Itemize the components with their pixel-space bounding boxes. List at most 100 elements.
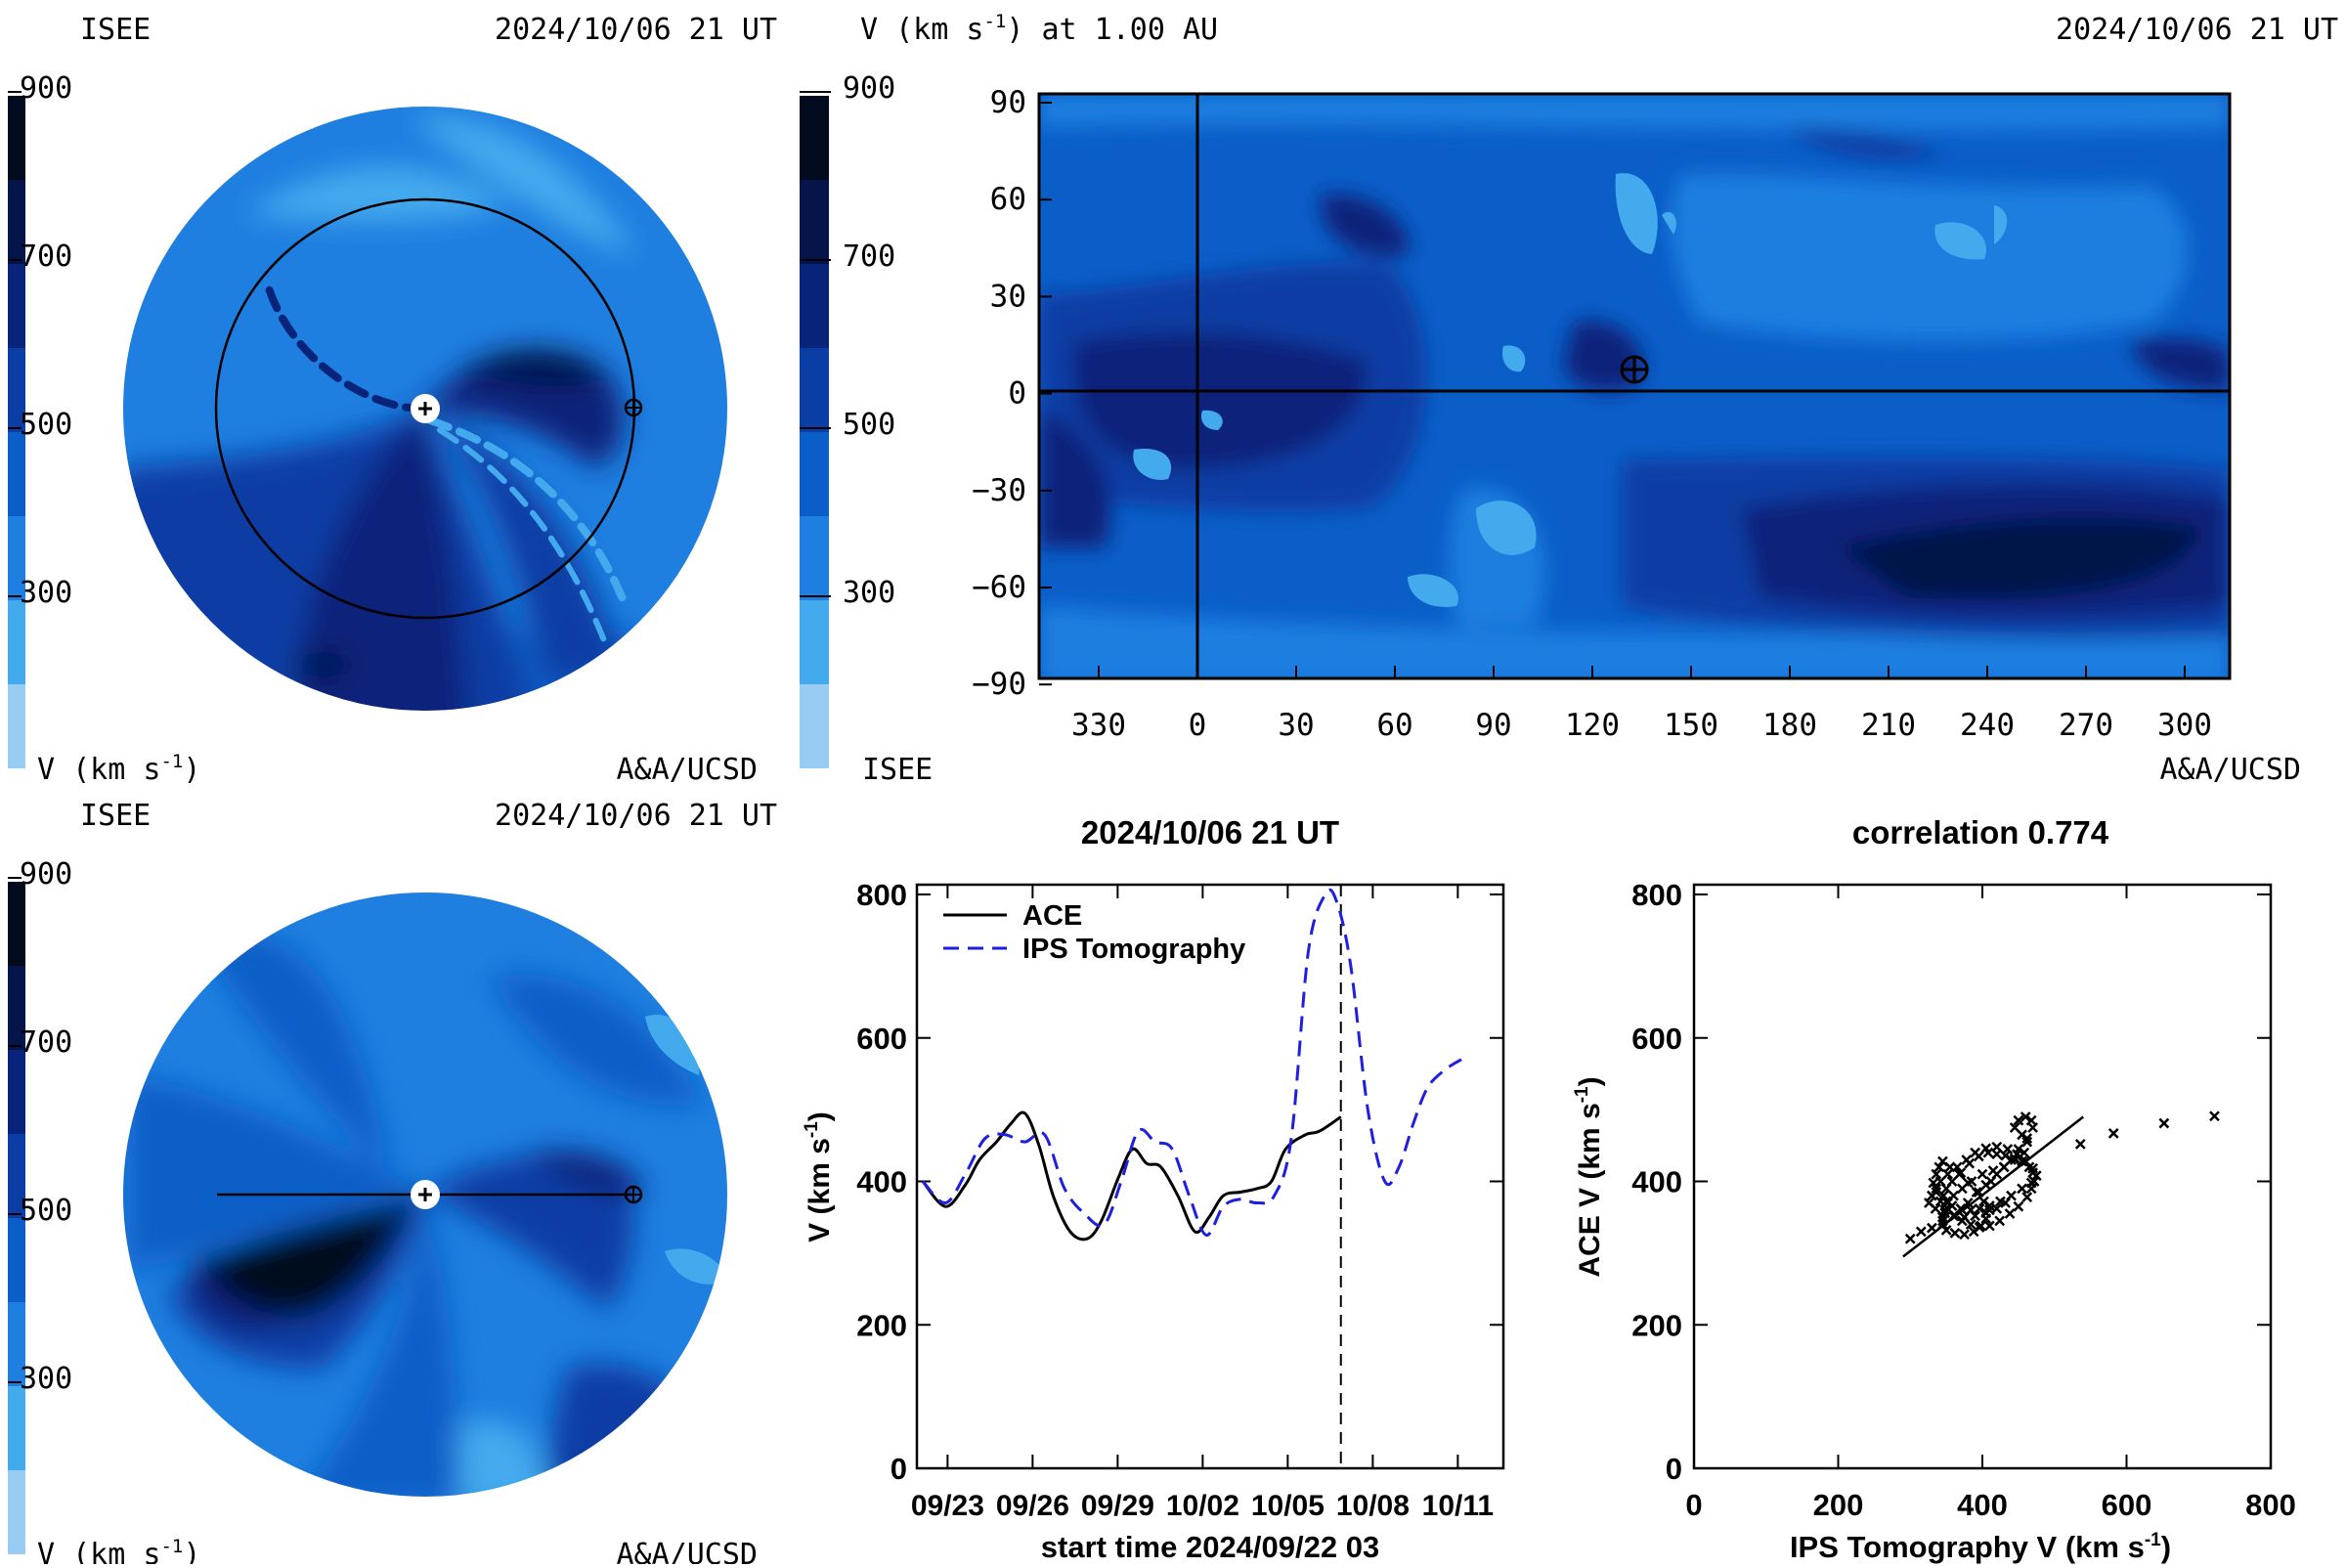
colorbar-band (8, 1386, 25, 1470)
timeseries-x-tick-label: 10/05 (1251, 1490, 1325, 1522)
scatter-x-tick-label: 0 (1685, 1488, 1702, 1522)
colorbar-band (800, 600, 829, 684)
timeseries-y-tick-label: 800 (856, 878, 907, 912)
colorbar-top-left-label-500: 500 (20, 408, 72, 442)
scatter-point (2020, 1111, 2031, 1122)
colorbar-top-left-label-300: 300 (20, 576, 72, 610)
colorbar-band (8, 432, 25, 516)
map-x-tick-label: 270 (2059, 708, 2113, 743)
scatter-x-tick-label: 200 (1813, 1488, 1864, 1522)
map-plot-frame (1037, 92, 2232, 680)
scatter-point (1951, 1161, 1963, 1173)
scatter-point (1937, 1155, 1948, 1167)
map-x-tick-label: 0 (1189, 708, 1207, 743)
colorbar-band (800, 180, 829, 264)
colorbar-top-left-label-900: 900 (20, 71, 72, 106)
scatter-point (1930, 1202, 1941, 1214)
scatter-x-tick-label: 400 (1957, 1488, 2008, 1522)
colorbar-top-left-title: ISEE (80, 13, 151, 47)
colorbar-top-mid: V (km s-1) at 1.00 AU 900 700 500 300 IS… (800, 11, 1218, 787)
scatter-point (2013, 1114, 2024, 1126)
scatter-point (2017, 1155, 2027, 1167)
scatter-point (1931, 1168, 1942, 1180)
ecliptic-timestamp: 2024/10/06 21 UT (495, 13, 777, 47)
scatter-point (1949, 1227, 1961, 1239)
scatter-point (1931, 1183, 1942, 1195)
scatter-point (1998, 1161, 2010, 1173)
scatter-frame (1692, 883, 2273, 1470)
colorbar-band (8, 1134, 25, 1218)
scatter-point (1933, 1161, 1945, 1173)
colorbar-band (8, 1218, 25, 1302)
latlon-map: 330 0 30 60 90 120 150 180 210 240 270 3009060300−3… (972, 85, 2232, 743)
scatter-y-tick-label: 800 (1631, 878, 1682, 912)
timeseries-x-tick-label: 10/11 (1422, 1490, 1494, 1522)
scatter-point (1939, 1207, 1951, 1219)
scatter-point (1971, 1187, 1982, 1198)
scatter-point (2021, 1192, 2033, 1203)
map-x-tick-label: 60 (1376, 708, 1412, 743)
scatter-point (1974, 1202, 1985, 1214)
colorbar-top-mid-label-700: 700 (843, 240, 895, 274)
scatter-xlabel: IPS Tomography V (km s-1) (1790, 1530, 2171, 1564)
meridional-sun-marker (411, 1180, 440, 1209)
scatter-title: correlation 0.774 (1852, 814, 2109, 850)
map-x-tick-label: 90 (1475, 708, 1511, 743)
scatter-point (2004, 1208, 2016, 1219)
colorbar-band (8, 1470, 25, 1554)
scatter-point (1937, 1215, 1948, 1227)
scatter-point (1980, 1143, 1992, 1154)
scatter-point (1977, 1168, 1988, 1180)
colorbar-band (8, 684, 25, 768)
colorbar-top-mid-label-900: 900 (843, 71, 895, 106)
regression-line (1902, 1115, 2085, 1258)
scatter-point (1949, 1210, 1961, 1222)
colorbar-top-left: ISEE 900 700 500 300 V (km s-1) (8, 13, 200, 787)
colorbar-band (800, 516, 829, 600)
colorbar-bottom-left-label-300: 300 (20, 1362, 72, 1396)
timeseries-ylabel: V (km s-1) (802, 1111, 836, 1242)
scatter-point (1926, 1222, 1937, 1234)
colorbar-top-mid-source: ISEE (862, 753, 933, 787)
scatter-point (1940, 1225, 1952, 1236)
timeseries-x-tick-label: 10/02 (1166, 1490, 1239, 1522)
colorbar-bottom-left-title: ISEE (80, 799, 151, 833)
scatter-y-tick-label: 0 (1666, 1452, 1682, 1486)
scatter-point (1959, 1229, 1970, 1241)
timeseries-y-tick-label: 0 (891, 1452, 907, 1486)
meridional-earth-marker (624, 1185, 643, 1204)
ecliptic-view-outline (121, 105, 729, 713)
colorbar-band (8, 264, 25, 348)
scatter-point (1915, 1226, 1927, 1238)
scatter-ylabel: ACE V (km s-1) (1572, 1076, 1606, 1277)
scatter-point (1962, 1177, 1974, 1189)
map-x-tick-label: 300 (2157, 708, 2212, 743)
timeseries-x-tick-label: 10/08 (1336, 1490, 1410, 1522)
map-credit: A&A/UCSD (2160, 753, 2302, 787)
scatter-y-tick-label: 400 (1631, 1165, 1682, 1199)
colorbar-bottom-left-unit: V (km s-1) (37, 1536, 200, 1564)
timeseries-x-tick-label: 09/29 (1081, 1490, 1154, 1522)
scatter-point (1991, 1202, 2003, 1214)
colorbar-band (800, 684, 829, 768)
meridional-credit: A&A/UCSD (617, 1538, 759, 1564)
colorbar-bottom-left-label-900: 900 (20, 857, 72, 892)
colorbar-band (8, 1302, 25, 1386)
scatter-point (1961, 1154, 1973, 1165)
latlon-map-contours (1039, 94, 2230, 678)
timeseries-legend: ACE IPS Tomography (943, 900, 1245, 965)
scatter-point (2017, 1129, 2027, 1141)
timeseries-axes: 0 200 400 600 800 09/23 09/26 09/29 10/02 10/05 10… (856, 878, 1503, 1522)
ecliptic-view-disc (121, 105, 729, 713)
scatter-point (2074, 1138, 2086, 1150)
map-x-tick-label: 210 (1861, 708, 1916, 743)
colorbar-band (800, 96, 829, 180)
scatter-x-tick-label: 600 (2102, 1488, 2152, 1522)
timeseries-y-tick-label: 200 (856, 1308, 907, 1342)
colorbar-top-left-bands (8, 96, 25, 768)
colorbar-top-left-label-700: 700 (20, 240, 72, 274)
timeseries-series (921, 885, 1462, 1468)
colorbar-bottom-left: ISEE 900 700 500 300 V (km s-1) (8, 799, 200, 1568)
